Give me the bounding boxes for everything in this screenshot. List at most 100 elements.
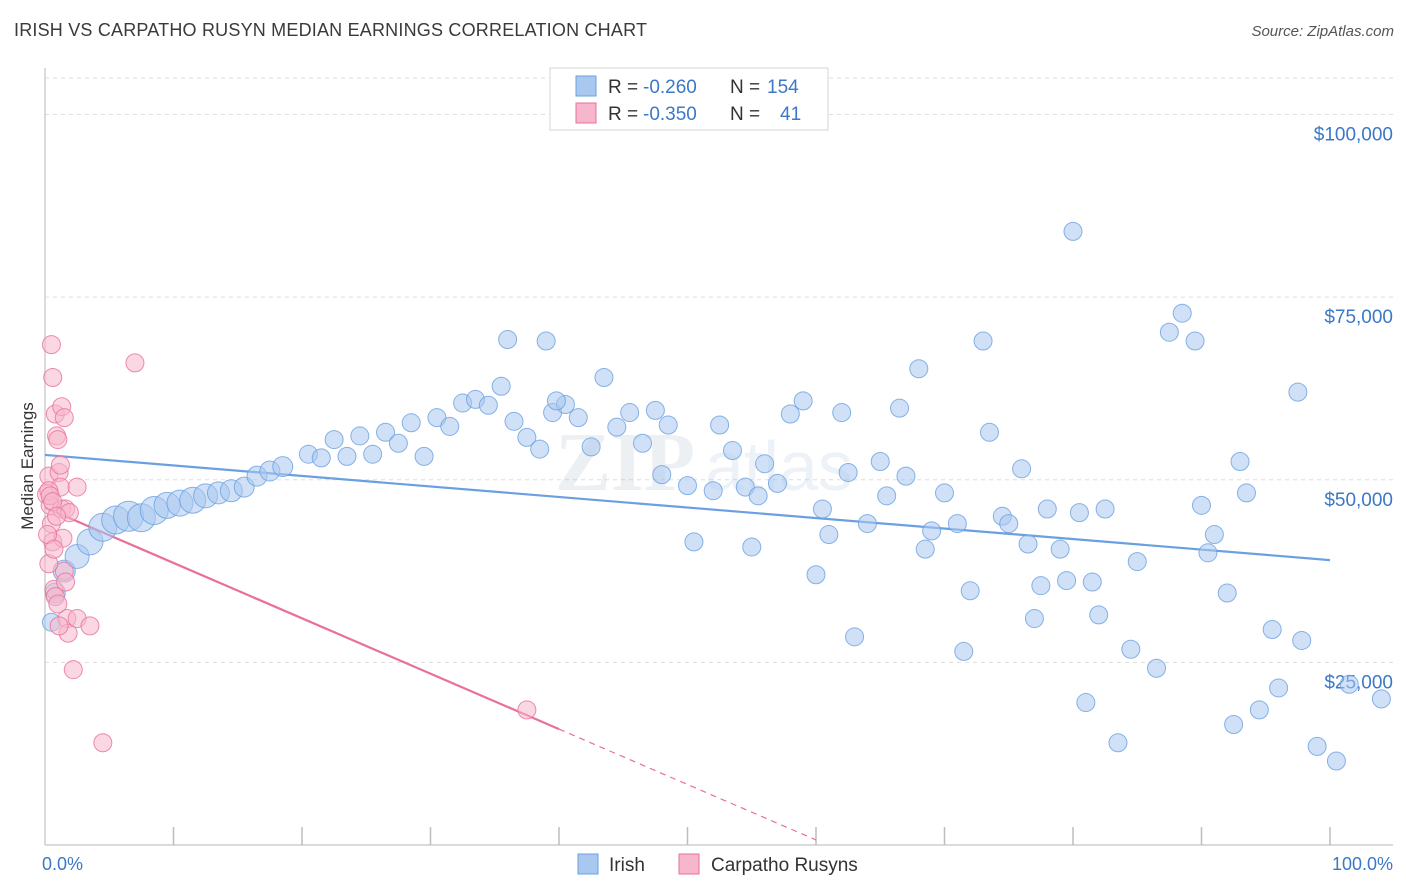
carpatho-point-21 bbox=[54, 408, 74, 428]
irish-point-102 bbox=[1127, 552, 1147, 572]
irish-point-99 bbox=[1095, 499, 1115, 519]
irish-point-49 bbox=[498, 330, 518, 350]
legend-n-value-2: 41 bbox=[780, 104, 801, 125]
irish-point-43 bbox=[594, 367, 614, 387]
irish-point-73 bbox=[877, 486, 897, 506]
irish-point-41 bbox=[568, 408, 588, 428]
carpatho-point-26 bbox=[67, 477, 87, 497]
chart-title: IRISH VS CARPATHO RUSYN MEDIAN EARNINGS … bbox=[14, 20, 648, 40]
legend-swatch-irish bbox=[575, 75, 597, 97]
irish-point-77 bbox=[915, 539, 935, 559]
irish-point-109 bbox=[1204, 525, 1224, 545]
irish-point-38 bbox=[530, 439, 550, 459]
irish-point-113 bbox=[1236, 483, 1256, 503]
carpatho-point-32 bbox=[49, 616, 69, 636]
irish-point-19 bbox=[272, 456, 294, 478]
irish-point-24 bbox=[350, 426, 370, 446]
irish-point-115 bbox=[1262, 620, 1282, 640]
irish-point-122 bbox=[1371, 689, 1391, 709]
irish-point-44 bbox=[607, 417, 627, 437]
irish-point-104 bbox=[1159, 322, 1179, 342]
irish-point-46 bbox=[633, 433, 653, 453]
irish-point-53 bbox=[678, 476, 697, 496]
zipatlas-watermark: ZIP atlas bbox=[555, 416, 853, 509]
irish-point-57 bbox=[722, 441, 742, 461]
irish-point-79 bbox=[935, 483, 954, 503]
irish-point-72 bbox=[870, 452, 890, 471]
carpatho-point-36 bbox=[44, 539, 64, 559]
irish-point-103 bbox=[1147, 658, 1167, 678]
carpatho-point-33 bbox=[50, 455, 70, 475]
irish-point-86 bbox=[999, 514, 1019, 534]
irish-point-29 bbox=[414, 446, 434, 466]
irish-point-64 bbox=[793, 391, 813, 411]
irish-point-121 bbox=[1339, 674, 1359, 694]
irish-point-25 bbox=[363, 444, 383, 464]
legend-n-label-2: N = bbox=[730, 104, 760, 125]
carpatho-point-31 bbox=[48, 594, 68, 614]
x-tick-label-1: 100.0% bbox=[1332, 854, 1393, 874]
carpatho-trend-extension bbox=[558, 728, 817, 841]
irish-point-51 bbox=[546, 391, 566, 411]
irish-point-84 bbox=[979, 422, 999, 442]
source-label: Source: ZipAtlas.com bbox=[1251, 23, 1394, 40]
legend-swatch-carpatho bbox=[575, 102, 597, 124]
irish-point-110 bbox=[1217, 583, 1237, 603]
legend-n-label-1: N = bbox=[730, 77, 760, 98]
irish-point-92 bbox=[1050, 539, 1070, 559]
irish-point-101 bbox=[1121, 639, 1141, 659]
y-tick-label-0: $100,000 bbox=[1314, 125, 1393, 146]
irish-point-93 bbox=[1057, 571, 1077, 591]
legend-r-value-2: -0.350 bbox=[643, 104, 697, 125]
irish-point-80 bbox=[947, 514, 967, 534]
carpatho-point-7 bbox=[41, 335, 61, 355]
irish-point-60 bbox=[748, 486, 768, 506]
y-tick-label-2: $50,000 bbox=[1324, 490, 1393, 511]
carpatho-point-38 bbox=[93, 733, 113, 753]
irish-point-120 bbox=[1326, 751, 1346, 771]
irish-point-70 bbox=[845, 627, 865, 647]
irish-point-66 bbox=[812, 499, 832, 519]
grid-lines bbox=[45, 77, 1393, 663]
data-points bbox=[37, 221, 1391, 771]
bottom-swatch-carpatho bbox=[678, 853, 700, 875]
stats-legend: R = -0.260 N = 154 R = -0.350 N = 41 bbox=[549, 67, 829, 131]
irish-point-21 bbox=[311, 448, 331, 468]
irish-point-67 bbox=[819, 525, 839, 545]
irish-point-97 bbox=[1082, 572, 1102, 592]
irish-point-68 bbox=[832, 403, 852, 423]
svg-text:atlas: atlas bbox=[705, 427, 853, 505]
irish-point-105 bbox=[1172, 303, 1192, 323]
carpatho-point-37 bbox=[80, 616, 100, 636]
irish-point-83 bbox=[973, 331, 993, 351]
carpatho-point-17 bbox=[56, 572, 76, 592]
irish-point-52 bbox=[652, 465, 672, 485]
irish-point-87 bbox=[1012, 459, 1032, 479]
y-tick-label-1: $75,000 bbox=[1324, 307, 1393, 328]
irish-point-89 bbox=[1024, 609, 1044, 629]
irish-point-69 bbox=[838, 462, 858, 482]
irish-point-22 bbox=[324, 430, 344, 450]
irish-point-76 bbox=[909, 359, 929, 379]
irish-point-119 bbox=[1307, 736, 1327, 756]
carpatho-point-39 bbox=[125, 353, 145, 373]
irish-point-65 bbox=[806, 565, 826, 585]
irish-point-94 bbox=[1063, 221, 1083, 241]
irish-point-63 bbox=[780, 404, 800, 424]
legend-r-label-1: R = bbox=[608, 77, 638, 98]
irish-point-106 bbox=[1185, 331, 1205, 351]
irish-point-91 bbox=[1037, 499, 1057, 519]
carpatho-point-30 bbox=[47, 506, 67, 526]
irish-point-36 bbox=[504, 411, 524, 431]
irish-point-98 bbox=[1089, 605, 1109, 625]
irish-point-107 bbox=[1192, 495, 1211, 515]
irish-point-54 bbox=[684, 532, 704, 552]
irish-point-37 bbox=[517, 427, 537, 447]
carpatho-point-24 bbox=[63, 660, 83, 680]
irish-point-59 bbox=[742, 537, 762, 557]
carpatho-trend-line bbox=[44, 506, 560, 731]
irish-point-42 bbox=[581, 437, 601, 457]
irish-point-71 bbox=[857, 514, 877, 534]
irish-point-55 bbox=[703, 481, 723, 501]
